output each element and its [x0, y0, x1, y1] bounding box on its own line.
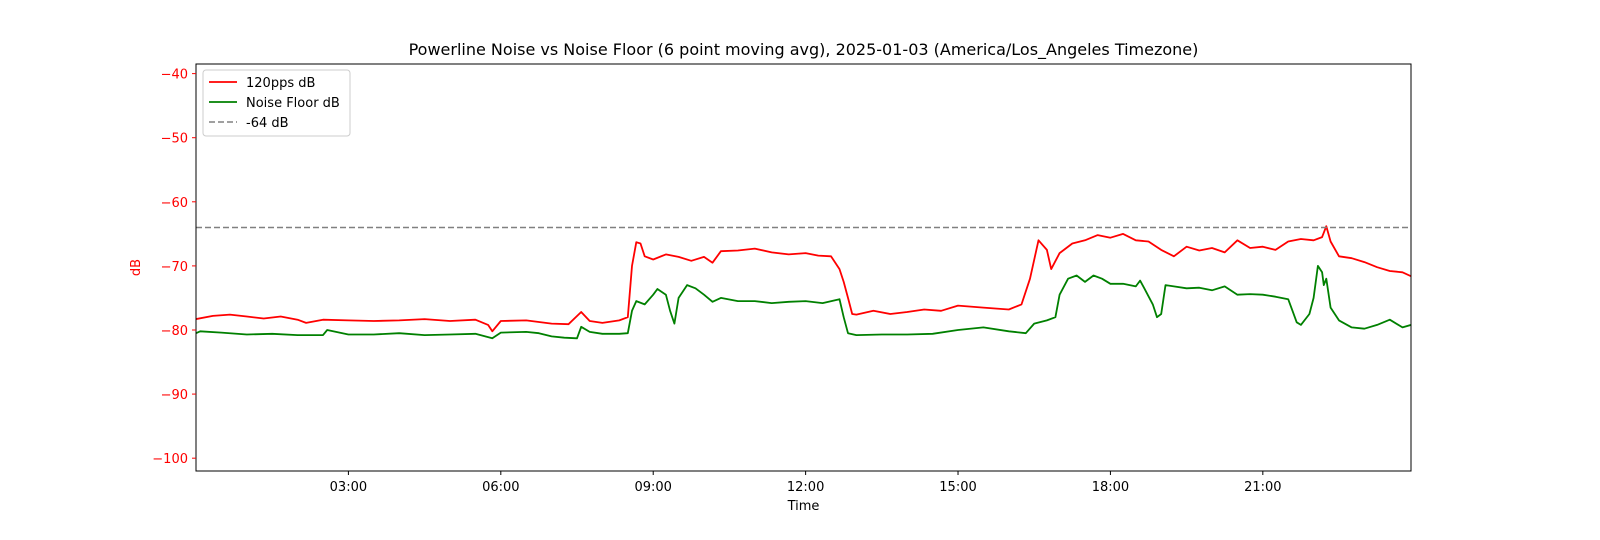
plot-frame [195, 63, 1412, 472]
series-noise-floor-db-line [196, 265, 1411, 340]
y-tick-label: −100 [152, 452, 188, 467]
legend-label: Noise Floor dB [246, 96, 340, 111]
legend: 120pps dB Noise Floor dB -64 dB [202, 69, 351, 137]
y-tick-label: −90 [161, 388, 188, 403]
series-120pps-db-line [196, 225, 1411, 333]
plot-area: 03:00 06:00 09:00 12:00 15:00 18:00 21:00 −40 −5… [152, 63, 1412, 495]
x-tick-label: 03:00 [330, 480, 367, 495]
x-tick-label: 09:00 [634, 480, 671, 495]
y-tick-label: −50 [161, 132, 188, 147]
series-group [196, 225, 1411, 340]
y-tick-label: −40 [161, 68, 188, 83]
legend-box [202, 69, 351, 137]
x-tick-label: 15:00 [939, 480, 976, 495]
x-tick-label: 06:00 [482, 480, 519, 495]
x-tick-label: 12:00 [787, 480, 824, 495]
chart-title: Powerline Noise vs Noise Floor (6 point … [409, 40, 1199, 60]
x-tick-label: 18:00 [1092, 480, 1129, 495]
legend-label: 120pps dB [246, 76, 315, 91]
y-axis-label: dB [129, 259, 144, 276]
y-tick-label: −70 [161, 260, 188, 275]
x-tick-label: 21:00 [1244, 480, 1281, 495]
y-tick-label: −80 [161, 324, 188, 339]
y-tick-label: −60 [161, 196, 188, 211]
x-axis-label: Time [787, 499, 820, 514]
legend-label: -64 dB [246, 116, 289, 131]
